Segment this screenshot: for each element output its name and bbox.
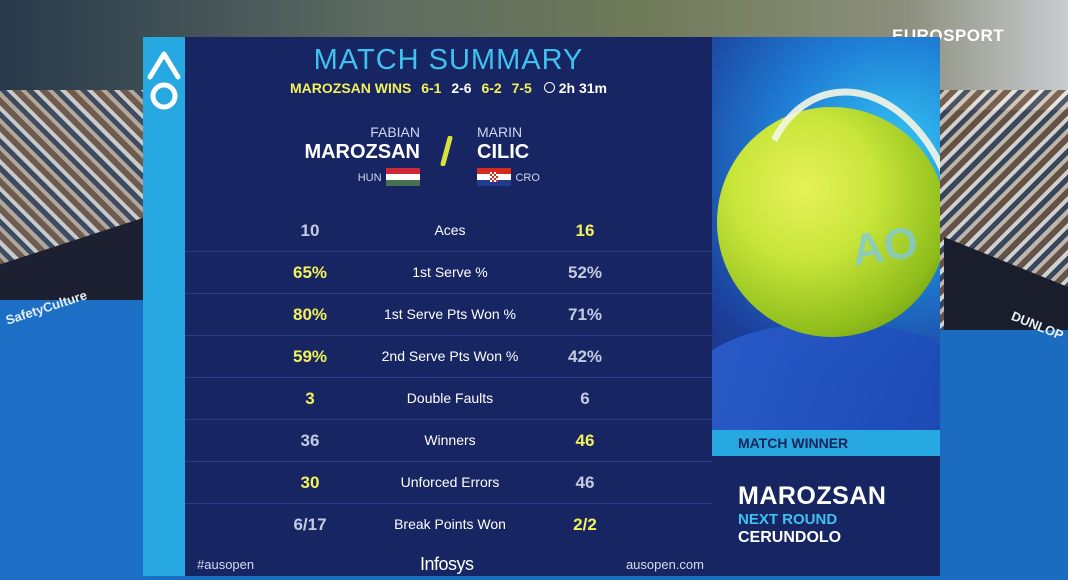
player1-stat-value: 80%	[292, 305, 328, 324]
sponsor-logo: Infosys	[420, 554, 474, 574]
tennis-ball-image: AO	[717, 68, 940, 390]
result-line: MAROZSAN WINS 6-1 2-6 6-2 7-5 2h 31m	[185, 80, 712, 96]
swoosh-decoration	[712, 322, 940, 430]
set-score: 6-2	[481, 80, 502, 96]
winner-box	[712, 456, 940, 576]
stat-label: 1st Serve %	[412, 264, 488, 280]
page-title: MATCH SUMMARY	[313, 44, 584, 76]
match-winner-bar	[712, 430, 940, 456]
stat-row: 59% 2nd Serve Pts Won % 42%	[185, 336, 712, 378]
player1-block: FABIAN MAROZSAN HUN	[290, 124, 420, 186]
court-left	[0, 300, 150, 580]
stat-label: Unforced Errors	[400, 474, 500, 490]
player2-stat-value: 46	[575, 431, 595, 450]
stats-table: 10 Aces 16 65% 1st Serve % 52% 80% 1st Serve Pt…	[185, 210, 712, 545]
player2-country: CRO	[515, 172, 540, 185]
stats-area	[185, 37, 712, 576]
player2-stat-value: 6	[580, 389, 590, 408]
versus-slash-icon	[440, 136, 453, 166]
player1-last-name: MAROZSAN	[304, 141, 420, 163]
player1-country: HUN	[357, 172, 382, 185]
duration-text: 2h 31m	[558, 80, 607, 96]
stat-row: 65% 1st Serve % 52%	[185, 252, 712, 294]
match-winner-label: MATCH WINNER	[738, 435, 849, 451]
stat-label: Double Faults	[406, 390, 494, 406]
player1-stat-value: 10	[300, 221, 320, 240]
set-score: 7-5	[511, 80, 532, 96]
player1-stat-value: 30	[300, 473, 320, 492]
player2-stat-value: 16	[575, 221, 595, 240]
stat-row: 6/17 Break Points Won 2/2	[185, 504, 712, 545]
player1-stat-value: 59%	[292, 347, 328, 366]
player2-first-name: MARIN	[477, 124, 523, 140]
player1-stat-value: 36	[300, 431, 320, 450]
stat-row: 3 Double Faults 6	[185, 378, 712, 420]
stat-label: Break Points Won	[394, 516, 506, 532]
court-right	[940, 330, 1068, 580]
hashtag: #ausopen	[197, 557, 255, 572]
croatia-flag-icon	[477, 168, 511, 186]
ball-ao-mark: AO	[848, 217, 922, 276]
ball-graphic: AO	[712, 37, 940, 430]
winner-name: MAROZSAN	[738, 482, 887, 510]
set-score: 6-1	[421, 80, 442, 96]
ao-logo-icon	[147, 51, 181, 110]
next-opponent: CERUNDOLO	[738, 529, 842, 546]
player2-stat-value: 71%	[567, 305, 603, 324]
player2-last-name: CILIC	[477, 141, 530, 163]
stat-label: 1st Serve Pts Won %	[383, 306, 516, 322]
stat-row: 80% 1st Serve Pts Won % 71%	[185, 294, 712, 336]
stat-row: 30 Unforced Errors 46	[185, 462, 712, 504]
set-score: 2-6	[451, 80, 472, 96]
player1-stat-value: 6/17	[293, 515, 327, 534]
hungary-flag-icon	[386, 168, 420, 186]
player2-stat-value: 52%	[567, 263, 603, 282]
result-text: MAROZSAN WINS	[290, 80, 412, 96]
player1-first-name: FABIAN	[370, 124, 420, 140]
player2-stat-value: 42%	[567, 347, 603, 366]
stat-row: 36 Winners 46	[185, 420, 712, 462]
player2-block: MARIN CILIC CRO	[477, 124, 607, 186]
duration: 2h 31m	[543, 80, 607, 96]
stat-label: Aces	[434, 222, 466, 238]
ao-sidebar	[143, 37, 185, 576]
player1-stat-value: 3	[305, 389, 315, 408]
stat-label: 2nd Serve Pts Won %	[381, 348, 519, 364]
stat-label: Winners	[424, 432, 476, 448]
next-round-label: NEXT ROUND	[738, 511, 838, 528]
website: ausopen.com	[625, 557, 704, 572]
stat-row: 10 Aces 16	[185, 210, 712, 252]
clock-icon	[543, 82, 555, 93]
player2-stat-value: 46	[575, 473, 595, 492]
player2-stat-value: 2/2	[573, 515, 597, 534]
footer: #ausopen Infosys ausopen.com	[185, 552, 712, 576]
player1-stat-value: 65%	[292, 263, 328, 282]
